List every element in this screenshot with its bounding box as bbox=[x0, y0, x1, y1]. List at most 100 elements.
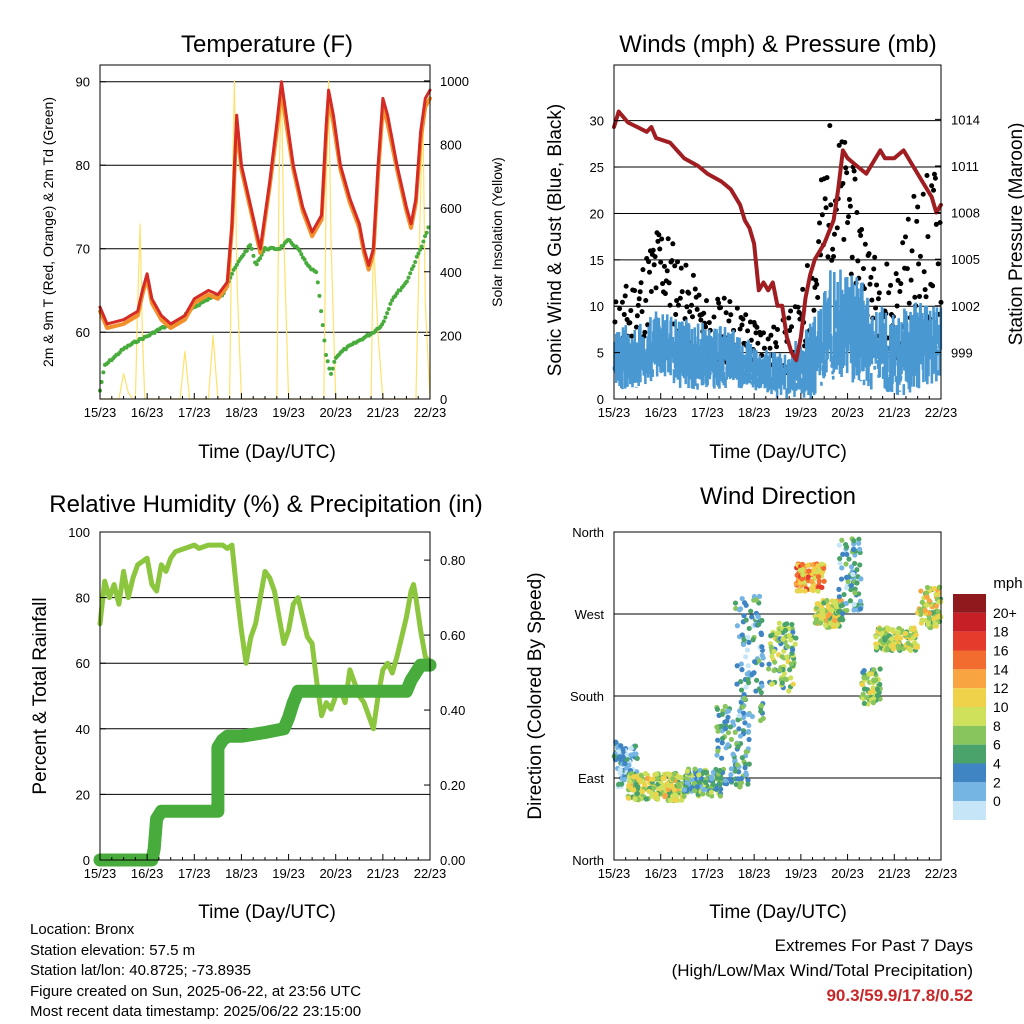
dewpoint-point bbox=[406, 275, 411, 280]
direction-point bbox=[759, 662, 765, 668]
direction-point bbox=[884, 647, 890, 653]
direction-point bbox=[698, 775, 705, 782]
direction-point bbox=[717, 768, 723, 774]
gust-point bbox=[737, 326, 743, 332]
gust-point bbox=[814, 281, 820, 287]
direction-point bbox=[671, 787, 677, 793]
direction-point bbox=[650, 776, 656, 782]
direction-point bbox=[632, 743, 639, 749]
y-tick-label: 10 bbox=[590, 299, 604, 314]
direction-point bbox=[681, 793, 687, 799]
direction-xlabel: Time (Day/UTC) bbox=[709, 902, 847, 923]
gust-point bbox=[633, 324, 639, 330]
direction-point bbox=[841, 591, 847, 598]
gust-point bbox=[860, 266, 866, 272]
y-tick-label: 80 bbox=[76, 158, 90, 173]
gust-point bbox=[771, 324, 777, 330]
gust-point bbox=[815, 295, 821, 301]
direction-point bbox=[728, 778, 734, 784]
direction-point bbox=[879, 630, 885, 636]
x-tick-label: 22/23 bbox=[414, 866, 447, 881]
gust-point bbox=[823, 205, 829, 211]
direction-point bbox=[715, 728, 721, 734]
dewpoint-point bbox=[421, 239, 426, 244]
direction-point bbox=[759, 683, 765, 689]
direction-point bbox=[836, 542, 842, 548]
gust-point bbox=[925, 234, 931, 240]
direction-point bbox=[852, 586, 858, 592]
direction-point bbox=[732, 600, 739, 606]
x-tick-label: 17/23 bbox=[691, 866, 724, 881]
dewpoint-point bbox=[234, 262, 239, 267]
direction-point bbox=[745, 728, 752, 735]
direction-point bbox=[820, 612, 826, 618]
gust-point bbox=[871, 266, 877, 272]
direction-point bbox=[890, 627, 896, 633]
gust-point bbox=[874, 282, 880, 288]
direction-point bbox=[857, 606, 864, 612]
temperature-plot-area bbox=[98, 80, 432, 400]
direction-point bbox=[919, 617, 925, 623]
direction-point bbox=[814, 601, 820, 607]
gust-point bbox=[828, 202, 834, 208]
direction-point bbox=[756, 621, 762, 628]
y-tick-label: West bbox=[575, 607, 605, 622]
y2-tick-label: 1002 bbox=[951, 299, 980, 314]
gust-point bbox=[739, 322, 745, 328]
dewpoint-point bbox=[322, 338, 327, 343]
direction-title: Wind Direction bbox=[700, 483, 856, 510]
direction-point bbox=[792, 641, 798, 647]
direction-point bbox=[856, 546, 863, 552]
direction-point bbox=[743, 772, 750, 778]
direction-point bbox=[821, 565, 827, 571]
x-tick-label: 15/23 bbox=[84, 866, 117, 881]
colorbar-label: 18 bbox=[993, 624, 1009, 640]
direction-point bbox=[659, 784, 665, 791]
direction-point bbox=[821, 578, 827, 584]
direction-point bbox=[632, 796, 638, 802]
gust-point bbox=[678, 265, 684, 271]
x-tick-label: 19/23 bbox=[272, 866, 305, 881]
direction-point bbox=[873, 644, 880, 651]
direction-point bbox=[756, 658, 762, 664]
direction-point bbox=[847, 598, 854, 604]
direction-point bbox=[922, 607, 928, 614]
gust-point bbox=[683, 262, 689, 268]
direction-point bbox=[651, 785, 657, 791]
winds-y2label: Station Pressure (Maroon) bbox=[1006, 123, 1024, 346]
gust-point bbox=[884, 261, 890, 267]
direction-point bbox=[864, 694, 870, 701]
gust-point bbox=[760, 330, 766, 336]
colorbar-swatch bbox=[953, 782, 986, 802]
colorbar-swatch bbox=[953, 725, 986, 745]
x-tick-label: 22/23 bbox=[925, 405, 958, 420]
direction-point bbox=[926, 615, 932, 621]
gust-point bbox=[703, 298, 709, 304]
direction-point bbox=[839, 565, 845, 571]
colorbar-label: 2 bbox=[993, 774, 1001, 790]
gust-point bbox=[800, 286, 806, 292]
direction-point bbox=[753, 597, 759, 603]
direction-point bbox=[924, 584, 931, 591]
direction-point bbox=[862, 686, 868, 692]
direction-point bbox=[839, 615, 845, 621]
gust-point bbox=[811, 307, 817, 313]
colorbar-swatch bbox=[953, 801, 986, 820]
direction-point bbox=[735, 717, 741, 723]
direction-point bbox=[758, 708, 764, 714]
dewpoint-point bbox=[254, 262, 259, 267]
x-tick-label: 18/23 bbox=[738, 405, 771, 420]
gust-point bbox=[886, 290, 892, 296]
direction-point bbox=[759, 617, 765, 624]
direction-point bbox=[736, 607, 743, 613]
direction-point bbox=[810, 584, 816, 590]
x-tick-label: 18/23 bbox=[225, 866, 258, 881]
direction-point bbox=[633, 751, 639, 757]
humidity-plot-area bbox=[93, 542, 437, 867]
solar-insolation-line bbox=[99, 80, 431, 400]
gust-point bbox=[836, 142, 842, 148]
station-info: Location: Bronx Station elevation: 57.5 … bbox=[30, 920, 361, 1023]
direction-point bbox=[639, 788, 646, 795]
y2-tick-label: 200 bbox=[440, 328, 462, 343]
gust-point bbox=[637, 289, 643, 295]
